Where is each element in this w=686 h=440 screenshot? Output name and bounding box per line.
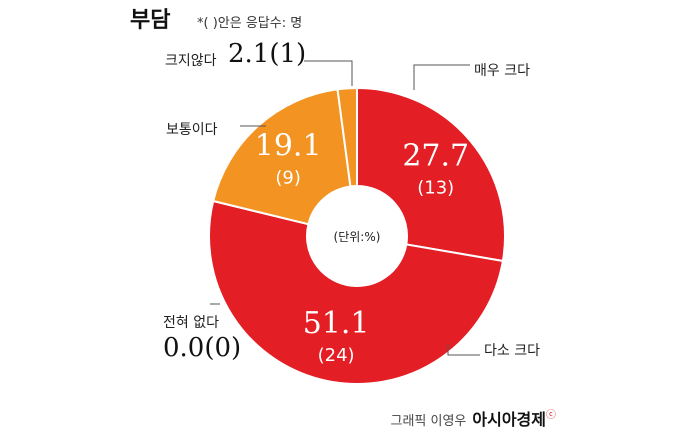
slice-4: [336, 86, 358, 188]
slice-count-1: (24): [318, 345, 355, 366]
label-normal: 보통이다: [166, 122, 218, 138]
slice-3: [211, 88, 352, 226]
chart-title: 부담: [130, 8, 171, 33]
credit-brand: 아시아경제: [472, 410, 546, 429]
label-little: 크지않다: [165, 53, 217, 69]
slice-1: [208, 199, 505, 385]
brand-mark-icon: ⓒ: [546, 410, 556, 421]
label-somewhat: 다소 크다: [484, 343, 540, 359]
slice-count-0: (13): [417, 178, 454, 199]
slice-0: [356, 86, 506, 263]
leader-very: [413, 64, 470, 90]
leader-little: [304, 60, 353, 86]
label-none: 전혀 없다: [163, 315, 219, 331]
center-label: (단위:%): [334, 230, 381, 244]
value-none: 0.0(0): [163, 333, 242, 363]
label-very: 매우 크다: [474, 63, 530, 79]
leader-somewhat: [447, 344, 480, 356]
slice-value-0: 27.7: [402, 139, 469, 174]
slice-value-3: 19.1: [255, 128, 322, 163]
value-little: 2.1(1): [228, 39, 307, 69]
chart-note: *( )안은 응답수: 명: [197, 16, 303, 31]
credit-author: 그래픽 이영우: [390, 414, 467, 429]
slice-count-3: (9): [275, 167, 301, 188]
credit: 그래픽 이영우 아시아경제ⓒ: [390, 406, 556, 430]
slice-value-1: 51.1: [303, 306, 370, 341]
